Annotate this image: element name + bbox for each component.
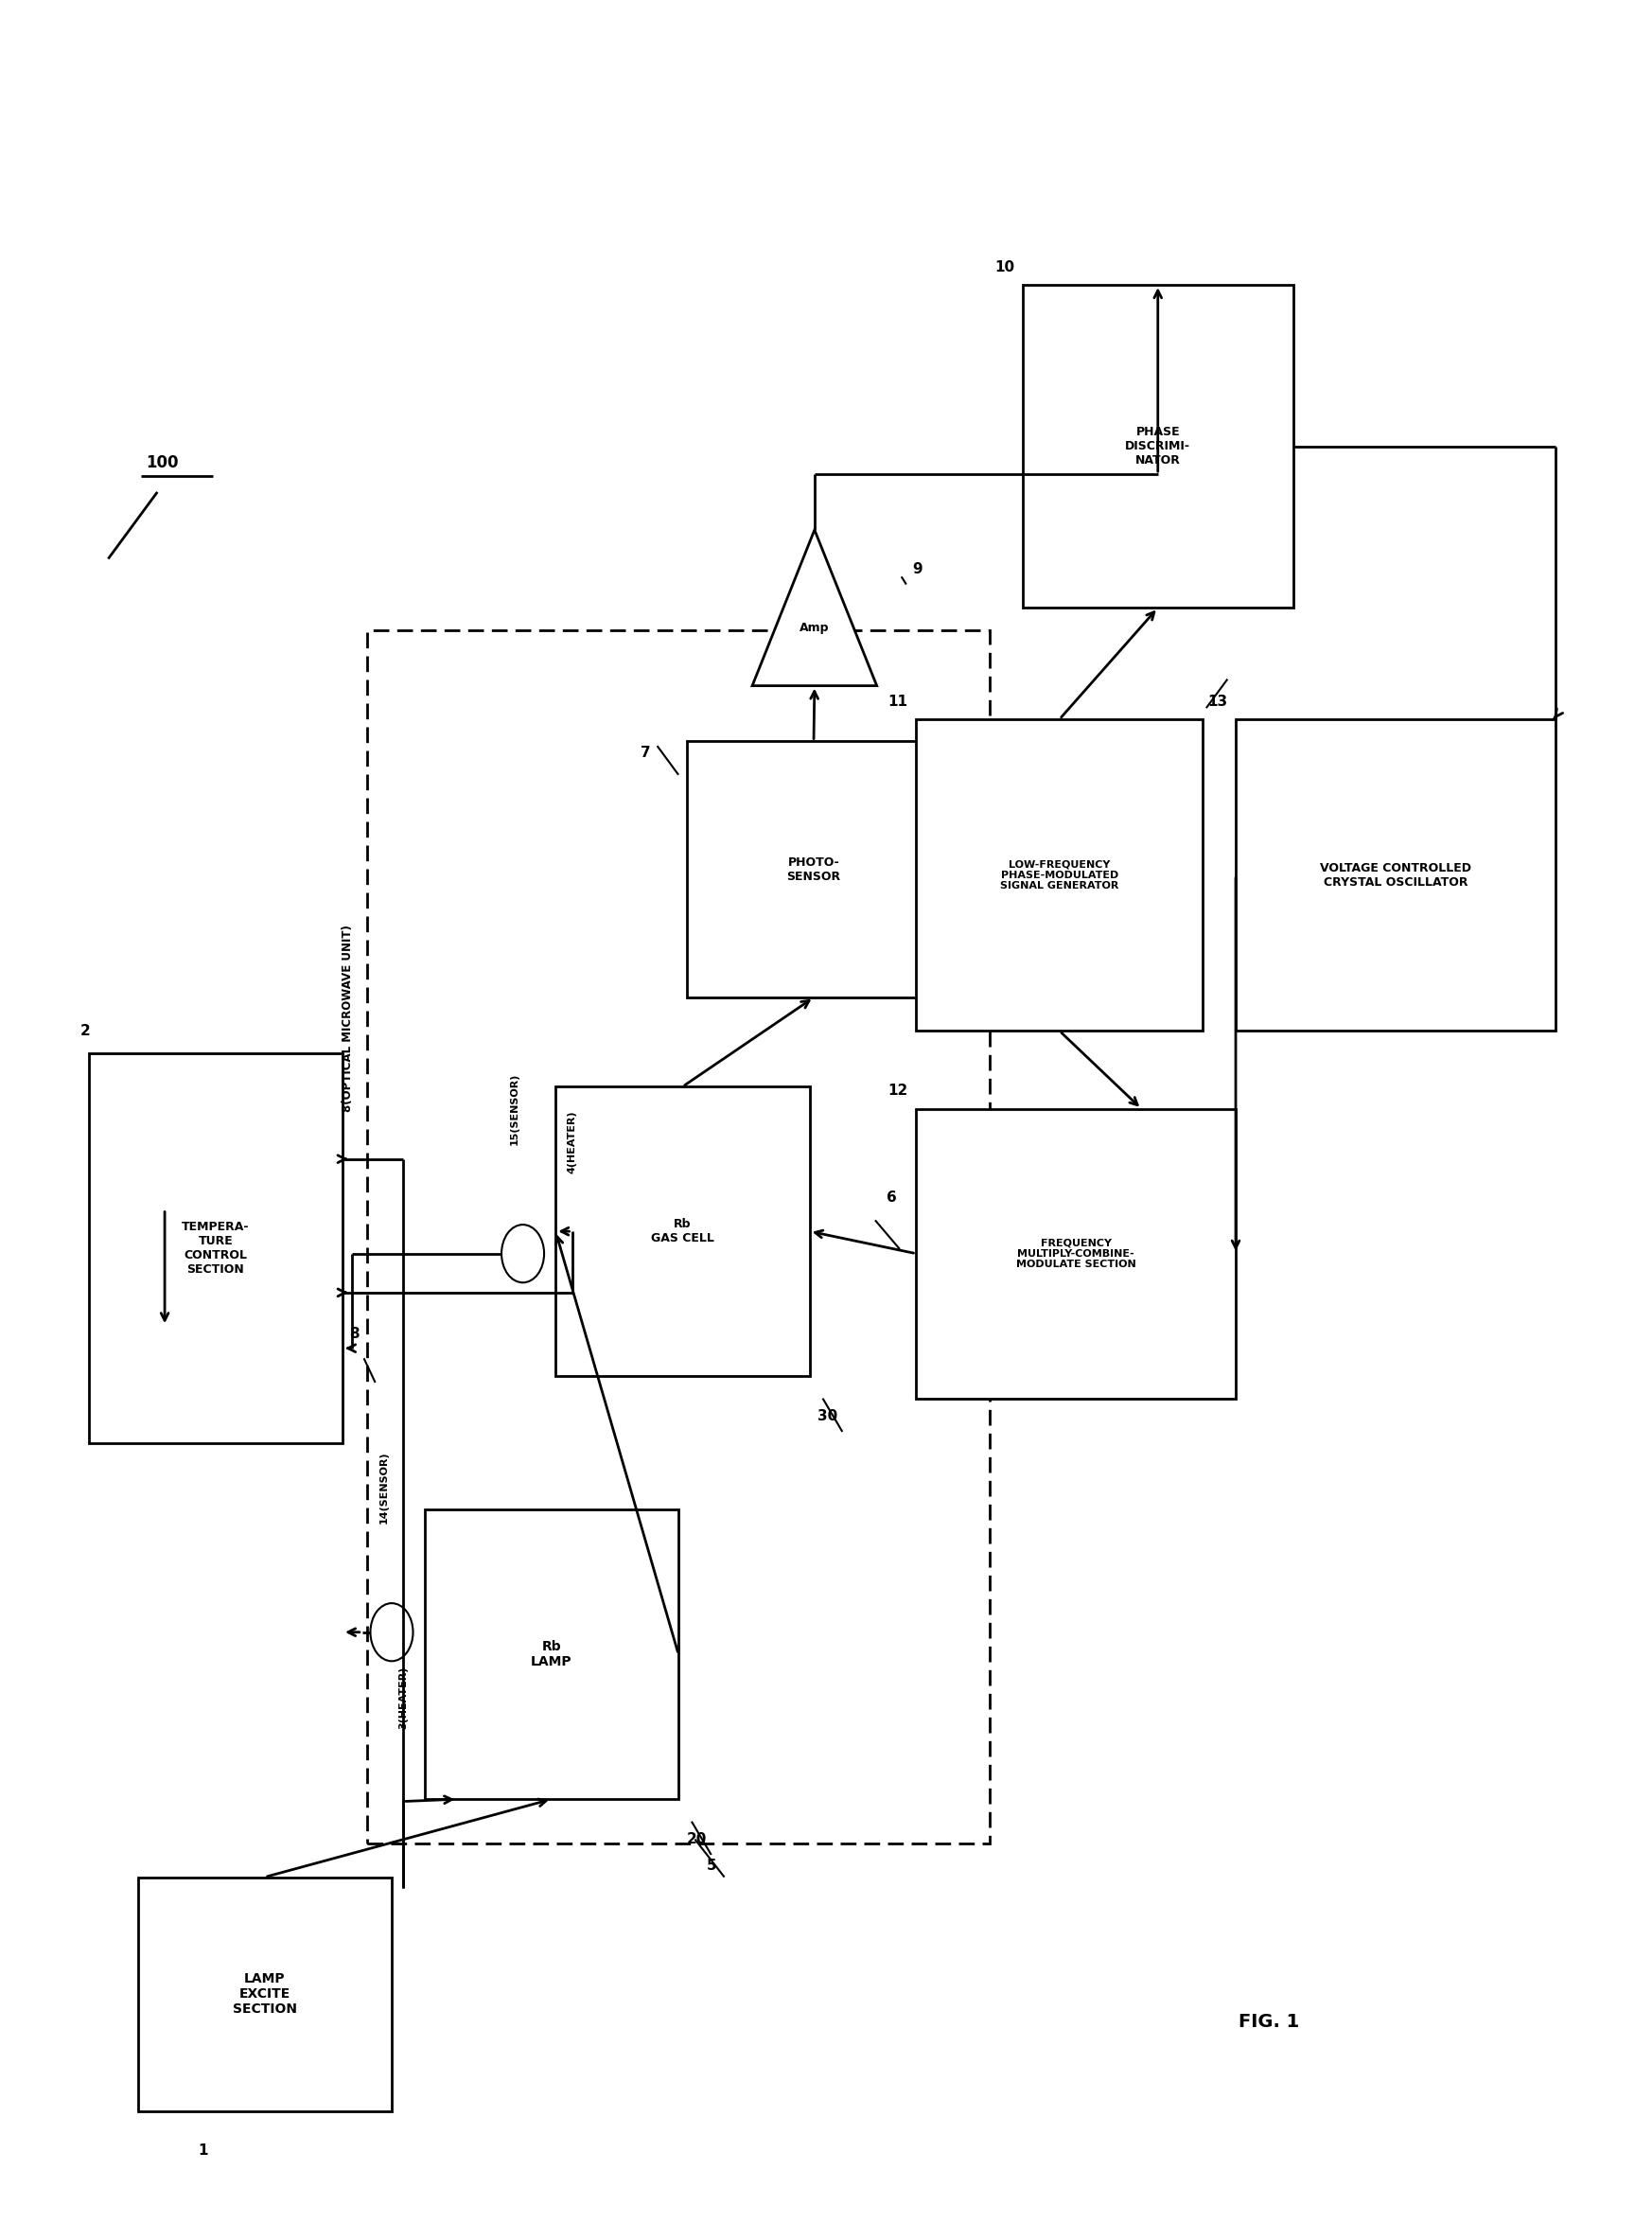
Text: 12: 12 — [887, 1084, 909, 1098]
Bar — [1023, 284, 1294, 607]
Bar — [89, 1053, 342, 1443]
Text: 11: 11 — [889, 694, 909, 708]
Text: 4(HEATER): 4(HEATER) — [567, 1111, 577, 1174]
Text: 13: 13 — [1208, 694, 1227, 708]
Text: Rb
LAMP: Rb LAMP — [530, 1640, 572, 1669]
Bar — [367, 629, 990, 1844]
Text: 6: 6 — [887, 1192, 897, 1205]
Text: 10: 10 — [995, 260, 1014, 273]
Text: PHASE
DISCRIMI-
NATOR: PHASE DISCRIMI- NATOR — [1125, 426, 1191, 466]
Bar — [917, 719, 1203, 1030]
Bar — [425, 1510, 679, 1799]
Text: FREQUENCY
MULTIPLY-COMBINE-
MODULATE SECTION: FREQUENCY MULTIPLY-COMBINE- MODULATE SEC… — [1016, 1239, 1137, 1270]
Text: 100: 100 — [145, 455, 178, 473]
Text: 5: 5 — [707, 1859, 717, 1873]
Text: FIG. 1: FIG. 1 — [1237, 2014, 1298, 2032]
Text: 3(HEATER): 3(HEATER) — [398, 1667, 408, 1729]
Bar — [1236, 719, 1555, 1030]
Text: VOLTAGE CONTROLLED
CRYSTAL OSCILLATOR: VOLTAGE CONTROLLED CRYSTAL OSCILLATOR — [1320, 862, 1472, 889]
Text: 20: 20 — [687, 1832, 707, 1846]
Text: 7: 7 — [641, 746, 651, 759]
Text: 9: 9 — [914, 562, 923, 576]
Text: 1: 1 — [198, 2144, 208, 2157]
Polygon shape — [752, 531, 877, 685]
Bar — [555, 1086, 809, 1375]
Bar — [687, 741, 940, 997]
Text: 15(SENSOR): 15(SENSOR) — [510, 1073, 519, 1145]
Text: LAMP
EXCITE
SECTION: LAMP EXCITE SECTION — [233, 1971, 297, 2016]
Text: 2: 2 — [81, 1024, 91, 1037]
Text: 8: 8 — [349, 1326, 358, 1342]
Text: 30: 30 — [818, 1409, 838, 1422]
Bar — [917, 1109, 1236, 1398]
Text: 14(SENSOR): 14(SENSOR) — [378, 1452, 388, 1523]
Text: TEMPERA-
TURE
CONTROL
SECTION: TEMPERA- TURE CONTROL SECTION — [182, 1221, 249, 1275]
Text: 8(OPTICAL MICROWAVE UNIT): 8(OPTICAL MICROWAVE UNIT) — [342, 925, 354, 1111]
Text: PHOTO-
SENSOR: PHOTO- SENSOR — [786, 856, 841, 883]
Bar — [137, 1877, 392, 2110]
Text: Amp: Amp — [800, 623, 829, 634]
Text: LOW-FREQUENCY
PHASE-MODULATED
SIGNAL GENERATOR: LOW-FREQUENCY PHASE-MODULATED SIGNAL GEN… — [999, 860, 1118, 892]
Text: Rb
GAS CELL: Rb GAS CELL — [651, 1219, 714, 1245]
